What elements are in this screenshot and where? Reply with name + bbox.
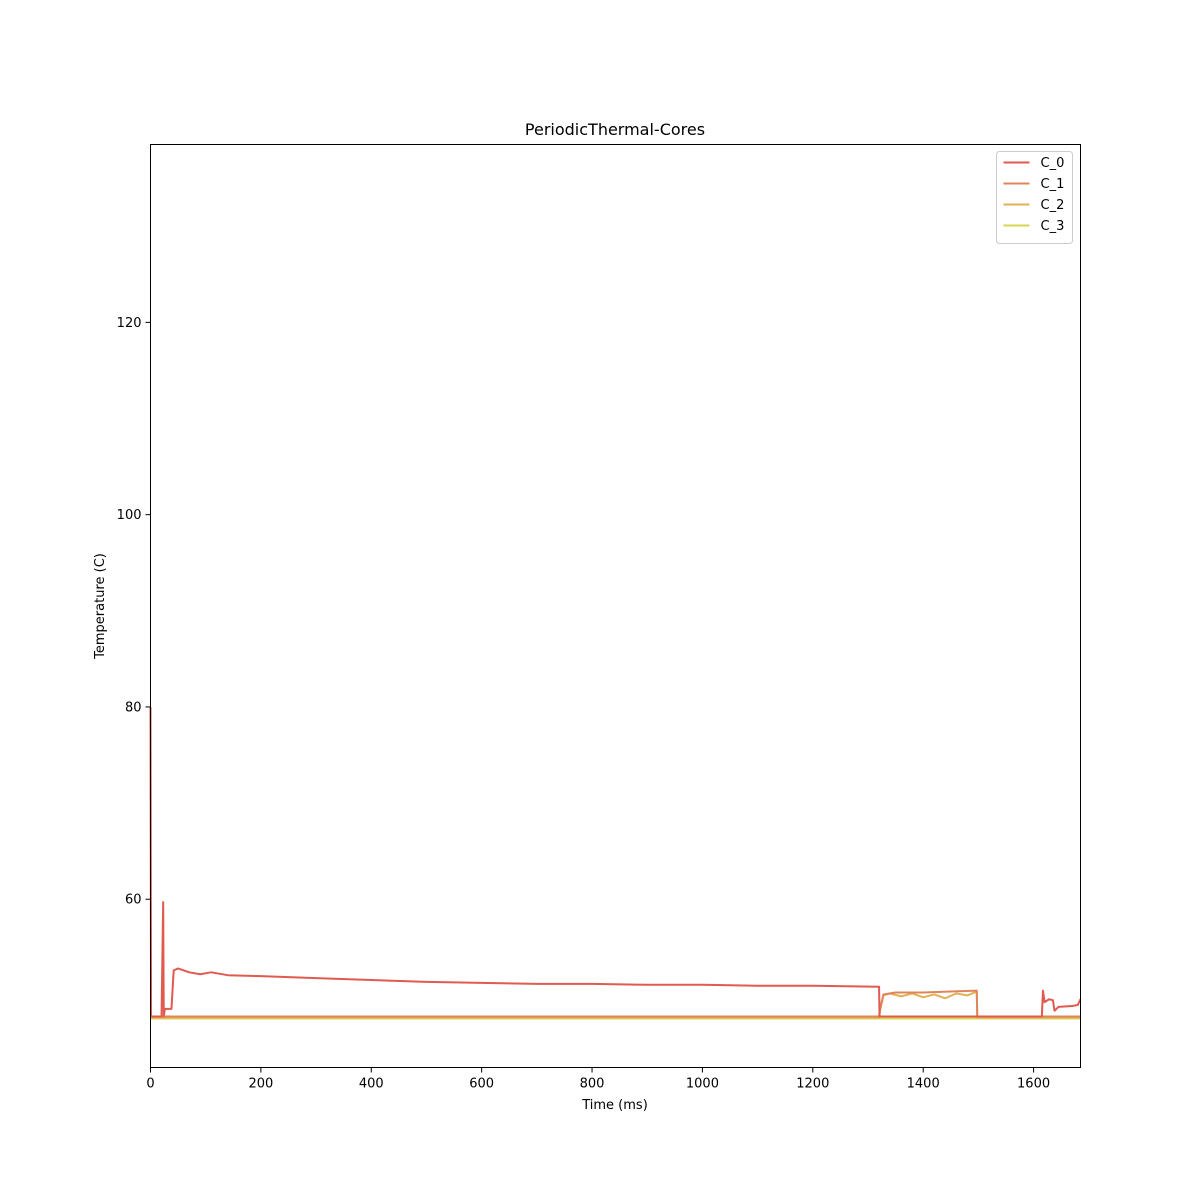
series-line-0 bbox=[149, 706, 1082, 1018]
plot-frame bbox=[150, 144, 1081, 1068]
ticks-layer: 0 200 400 600 800 1000 1200 1400 1600 60 80 100 120 bbox=[117, 316, 1050, 1092]
x-tick-label-1: 200 bbox=[248, 1077, 273, 1092]
legend-label-2: C_2 bbox=[1041, 198, 1065, 213]
x-tick-label-6: 1200 bbox=[796, 1077, 829, 1092]
x-tick-label-3: 600 bbox=[469, 1077, 494, 1092]
x-tick-label-8: 1600 bbox=[1017, 1077, 1050, 1092]
y-tick-label-1: 80 bbox=[125, 700, 142, 715]
y-axis-title: Temperature (C) bbox=[93, 553, 108, 660]
x-tick-label-5: 1000 bbox=[686, 1077, 719, 1092]
x-tick-label-4: 800 bbox=[580, 1077, 605, 1092]
x-tick-label-7: 1400 bbox=[907, 1077, 940, 1092]
y-tick-label-0: 60 bbox=[125, 893, 142, 908]
legend-label-1: C_1 bbox=[1041, 177, 1065, 192]
y-tick-label-2: 100 bbox=[117, 508, 142, 523]
x-tick-label-2: 400 bbox=[359, 1077, 384, 1092]
series-line-1 bbox=[150, 989, 1081, 1018]
series-line-2 bbox=[150, 990, 1081, 1019]
x-tick-label-0: 0 bbox=[146, 1077, 154, 1092]
legend-label-3: C_3 bbox=[1041, 219, 1065, 234]
legend: C_0 C_1 C_2 C_3 bbox=[996, 151, 1073, 244]
y-tick-label-3: 120 bbox=[117, 316, 142, 331]
chart-title: PeriodicThermal-Cores bbox=[525, 120, 705, 139]
x-axis-title: Time (ms) bbox=[581, 1098, 648, 1113]
series-layer bbox=[149, 706, 1082, 1020]
legend-label-0: C_0 bbox=[1041, 156, 1065, 171]
legend-box bbox=[996, 151, 1073, 244]
